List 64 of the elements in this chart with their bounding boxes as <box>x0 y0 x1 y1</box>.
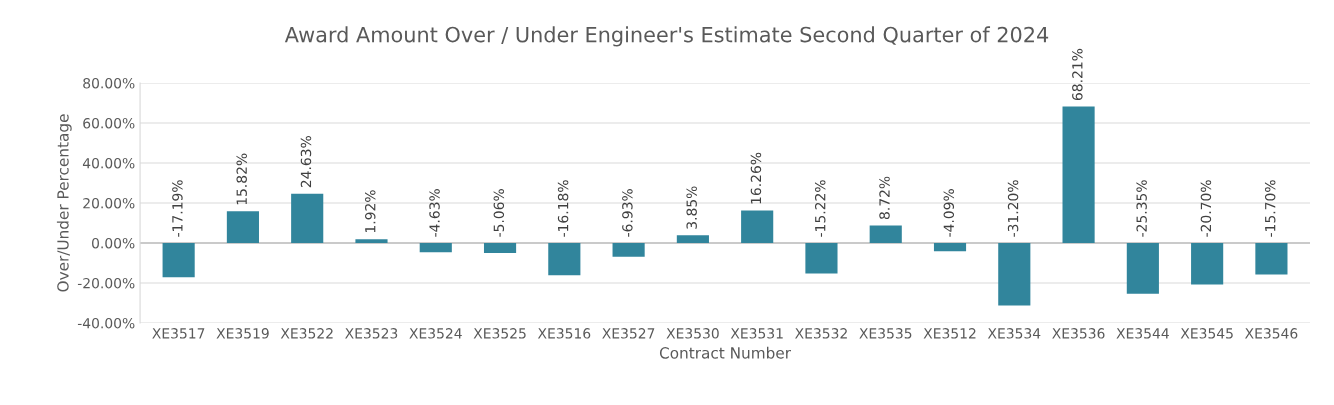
data-label: -4.09% <box>943 189 955 237</box>
data-label: 3.85% <box>686 186 697 229</box>
x-tick-label: XE3544 <box>1116 328 1169 339</box>
x-tick-label: XE3531 <box>730 328 783 339</box>
data-label: 24.63% <box>300 136 312 188</box>
bar <box>998 243 1031 306</box>
x-tick-label: XE3516 <box>537 328 591 339</box>
x-tick-label: XE3530 <box>666 328 719 339</box>
data-label: 15.82% <box>236 153 247 205</box>
data-label: -17.19% <box>172 180 183 237</box>
x-tick-label: XE3522 <box>280 328 333 339</box>
data-label: -15.70% <box>1264 180 1276 237</box>
x-tick-label: XE3519 <box>216 328 269 339</box>
bar <box>1062 106 1095 243</box>
y-tick-label: -20.00% <box>77 277 135 289</box>
x-tick-label: XE3523 <box>345 328 398 339</box>
bar <box>291 193 324 243</box>
data-label: -6.93% <box>622 189 633 237</box>
bar <box>1126 243 1159 294</box>
x-tick-label: XE3512 <box>923 328 976 339</box>
data-label: 68.21% <box>1072 48 1083 101</box>
bar <box>805 243 838 274</box>
data-label: -16.18% <box>557 180 569 237</box>
x-axis-title: Contract Number <box>659 346 791 359</box>
x-tick-label: XE3527 <box>602 328 655 339</box>
x-tick-label: XE3517 <box>152 328 205 339</box>
data-label: -31.20% <box>1007 180 1019 237</box>
data-label: 1.92% <box>365 190 376 233</box>
bar <box>548 243 581 276</box>
x-tick-label: XE3546 <box>1245 328 1298 339</box>
data-label: 8.72% <box>879 176 890 220</box>
data-label: -15.22% <box>814 180 826 237</box>
x-tick-label: XE3535 <box>859 328 912 339</box>
bar <box>1191 243 1224 285</box>
bar <box>612 243 645 257</box>
bar <box>483 243 517 254</box>
y-tick-label: 80.00% <box>83 77 135 89</box>
data-label: -4.63% <box>429 189 440 237</box>
x-tick-label: XE3545 <box>1180 328 1233 339</box>
x-tick-label: XE3534 <box>987 328 1041 339</box>
data-label: -25.35% <box>1136 180 1147 237</box>
x-tick-label: XE3536 <box>1052 328 1105 339</box>
bar <box>1255 243 1288 275</box>
y-tick-label: 60.00% <box>83 117 135 129</box>
bar <box>419 243 452 253</box>
bar <box>162 243 195 278</box>
x-tick-label: XE3532 <box>795 328 847 339</box>
bar <box>355 239 388 243</box>
y-tick-label: -40.00% <box>77 317 135 329</box>
y-tick-label: 20.00% <box>83 197 135 209</box>
x-tick-label: XE3524 <box>409 328 462 339</box>
chart-title: Award Amount Over / Under Engineer's Estimate Second Quarter of 2024 <box>284 26 1049 47</box>
y-tick-label: 40.00% <box>82 157 135 169</box>
bar <box>226 211 259 243</box>
data-label: -20.70% <box>1200 180 1212 237</box>
y-axis-title: Over/Under Percentage <box>56 114 72 292</box>
bar <box>741 210 774 243</box>
bar <box>933 243 967 252</box>
data-label: -5.06% <box>493 189 505 237</box>
data-label: 16.26% <box>750 152 762 204</box>
y-tick-label: 0.00% <box>92 237 135 249</box>
bar <box>869 225 902 243</box>
x-tick-label: XE3525 <box>473 328 526 339</box>
bar <box>676 235 709 243</box>
